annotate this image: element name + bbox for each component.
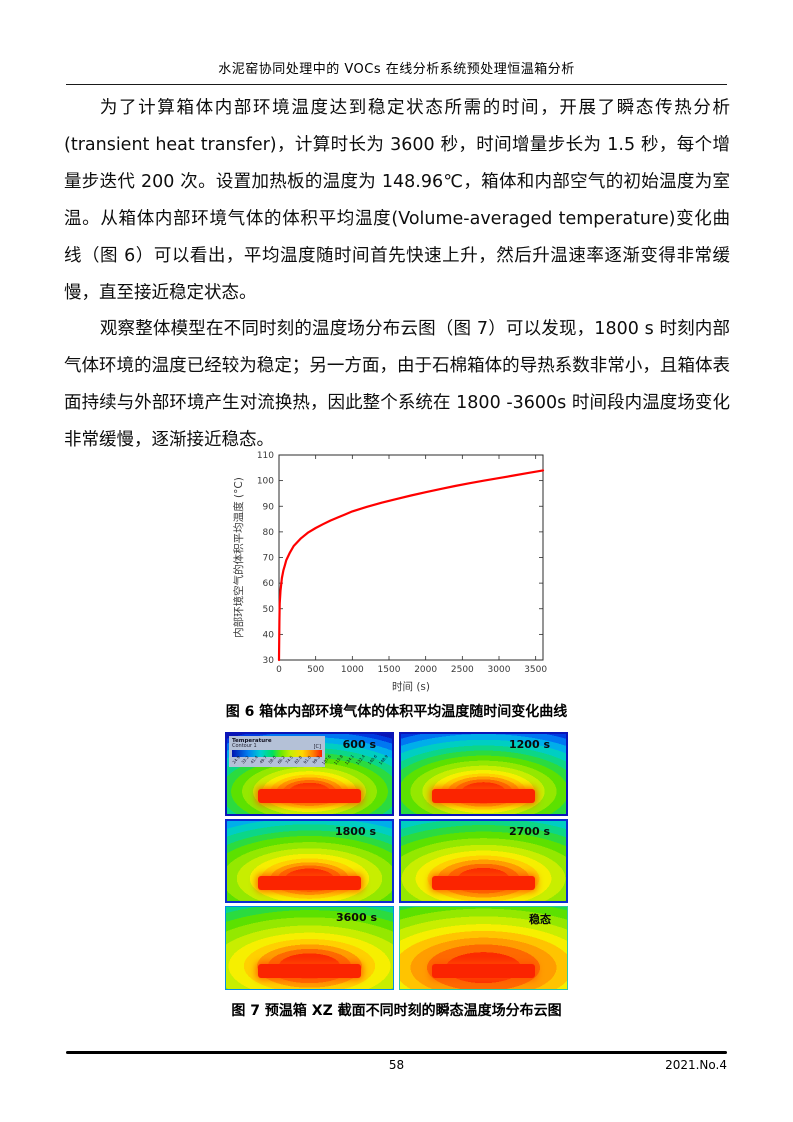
colorbar-tick: 124.1 — [343, 753, 355, 766]
contour-panel-3600s: 3600 s — [225, 906, 394, 990]
svg-text:内部环境空气的体积平均温度 (°C): 内部环境空气的体积平均温度 (°C) — [232, 477, 245, 638]
body-text: 为了计算箱体内部环境温度达到稳定状态所需的时间，开展了瞬态传热分析(transi… — [64, 90, 730, 459]
svg-text:40: 40 — [263, 630, 275, 640]
panel-time-label: 2700 s — [509, 825, 550, 838]
panel-time-label: 稳态 — [529, 913, 551, 926]
panel-time-label: 1800 s — [335, 825, 376, 838]
svg-text:110: 110 — [257, 451, 274, 461]
figure6-chart: 0 500 1000 1500 2000 2500 3000 3500 30 40 50 60 70 80… — [232, 451, 547, 693]
header-rule — [66, 84, 727, 85]
colorbar-tick: 107.6 — [320, 753, 333, 766]
panel-time-label: 3600 s — [336, 911, 377, 924]
svg-text:100: 100 — [257, 477, 274, 487]
colorbar-tick: 148.9 — [378, 753, 390, 766]
panel-time-label: 600 s — [342, 738, 376, 751]
contour-panel-1200s: 1200 s — [399, 732, 568, 816]
issue-label: 2021.No.4 — [665, 1058, 727, 1072]
heater-plate-hotspot — [432, 788, 535, 803]
svg-text:3500: 3500 — [524, 665, 547, 675]
footer-rule — [66, 1051, 727, 1054]
paragraph-1: 为了计算箱体内部环境温度达到稳定状态所需的时间，开展了瞬态传热分析(transi… — [64, 98, 730, 303]
colorbar-tick: 132.4 — [355, 753, 367, 766]
paragraph-2: 观察整体模型在不同时刻的温度场分布云图（图 7）可以发现，1800 s 时刻内部… — [64, 319, 730, 451]
heater-plate-hotspot — [258, 788, 361, 803]
svg-text:50: 50 — [263, 605, 275, 615]
colorbar-subtitle: Contour 1 — [232, 743, 257, 749]
panel-time-label: 1200 s — [509, 738, 550, 751]
contour-panel-steady-state: 稳态 — [399, 906, 568, 990]
svg-text:2000: 2000 — [414, 665, 437, 675]
colorbar-tick: 115.8 — [332, 753, 344, 766]
svg-text:0: 0 — [276, 665, 282, 675]
contour-panel-600s: Temperature Contour 1 [C] 24.9 33.2 41.4 49… — [225, 732, 394, 816]
colorbar-tick: 99.3 — [311, 754, 322, 765]
svg-text:3000: 3000 — [488, 665, 511, 675]
figure7-caption: 图 7 预温箱 XZ 截面不同时刻的瞬态温度场分布云图 — [231, 1003, 562, 1019]
colorbar-tick: 140.6 — [366, 753, 378, 766]
svg-text:500: 500 — [307, 665, 324, 675]
heater-plate-hotspot — [257, 963, 362, 978]
svg-text:60: 60 — [263, 579, 275, 589]
svg-text:时间 (s): 时间 (s) — [392, 680, 430, 693]
svg-text:90: 90 — [263, 502, 275, 512]
svg-text:1000: 1000 — [341, 665, 364, 675]
colorbar-title: Temperature — [232, 738, 272, 744]
svg-text:70: 70 — [263, 554, 275, 564]
svg-text:2500: 2500 — [451, 665, 474, 675]
colorbar-ticks: 24.9 33.2 41.4 49.7 58.0 66.2 74.5 82.8 91.0 99.3… — [231, 754, 389, 766]
page-header-title: 水泥窑协同处理中的 VOCs 在线分析系统预处理恒温箱分析 — [218, 62, 575, 77]
colorbar-legend: Temperature Contour 1 [C] 24.9 33.2 41.4 49… — [229, 736, 389, 767]
svg-text:30: 30 — [263, 656, 275, 666]
figure6-caption: 图 6 箱体内部环境气体的体积平均温度随时间变化曲线 — [225, 704, 568, 720]
heater-plate-hotspot — [431, 963, 536, 978]
colorbar-unit: [C] — [313, 744, 321, 750]
contour-panel-1800s: 1800 s — [225, 819, 394, 903]
svg-text:1500: 1500 — [378, 665, 401, 675]
heater-plate-hotspot — [432, 875, 535, 890]
figure7-contour-grid: Temperature Contour 1 [C] 24.9 33.2 41.4 49… — [225, 732, 568, 990]
contour-panel-2700s: 2700 s — [399, 819, 568, 903]
heater-plate-hotspot — [258, 875, 361, 890]
page-number: 58 — [388, 1058, 405, 1072]
colorbar-gradient — [232, 750, 322, 757]
svg-text:80: 80 — [263, 528, 275, 538]
